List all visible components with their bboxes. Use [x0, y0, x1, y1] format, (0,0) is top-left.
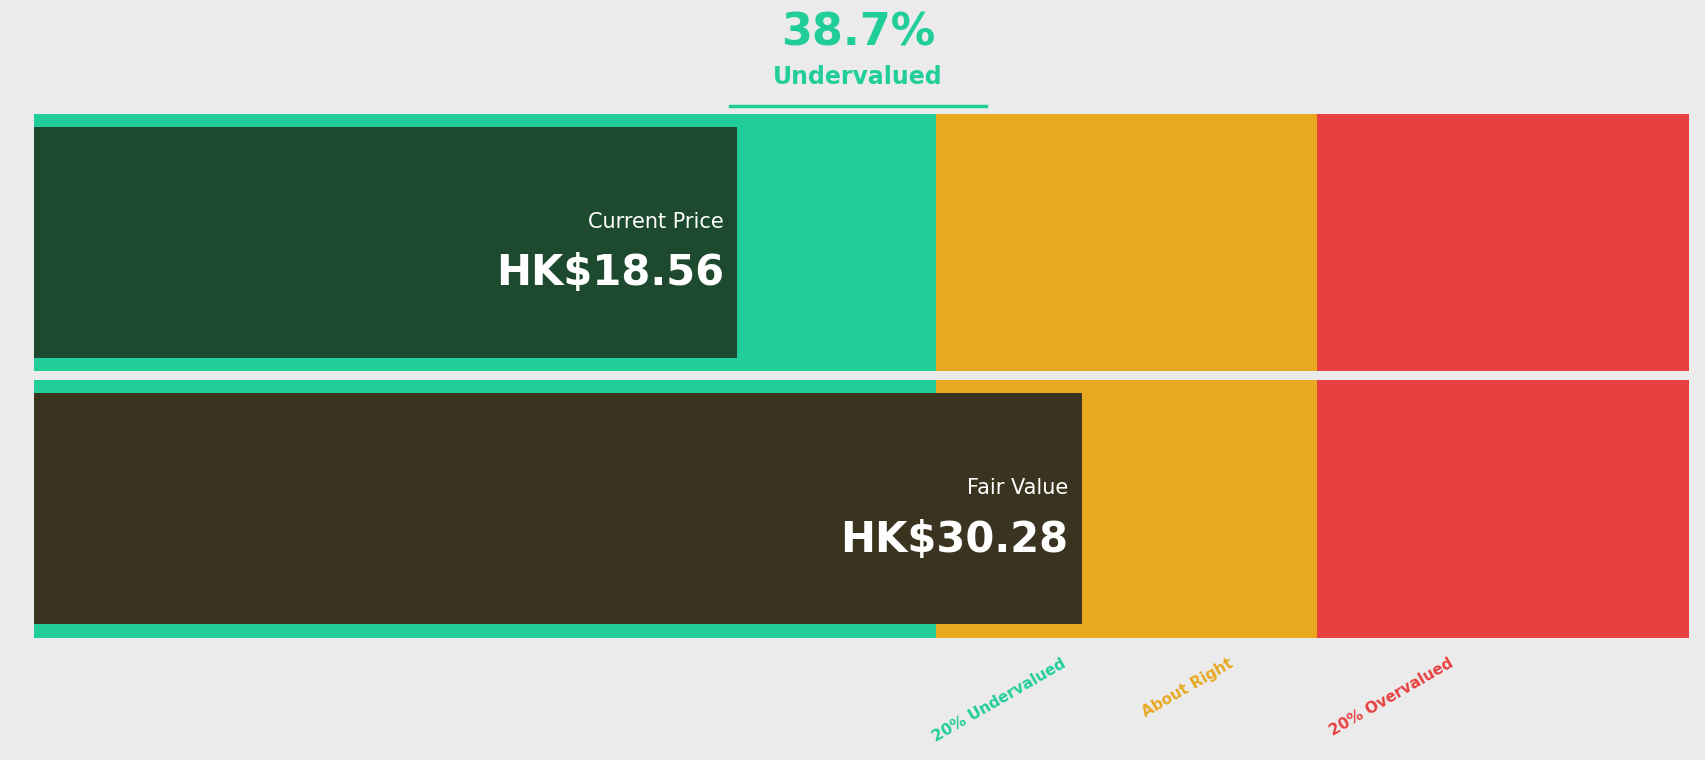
Bar — [1316, 113, 1688, 638]
Text: HK$18.56: HK$18.56 — [496, 252, 723, 294]
Text: HK$30.28: HK$30.28 — [839, 518, 1067, 561]
Bar — [1125, 113, 1316, 638]
Bar — [34, 393, 1081, 625]
Text: 20% Undervalued: 20% Undervalued — [929, 656, 1067, 745]
Text: 38.7%: 38.7% — [781, 11, 934, 55]
Text: About Right: About Right — [1139, 656, 1234, 720]
Text: Current Price: Current Price — [588, 212, 723, 232]
Bar — [34, 371, 1688, 380]
Text: 20% Overvalued: 20% Overvalued — [1326, 656, 1456, 739]
Bar — [34, 113, 936, 638]
Text: Fair Value: Fair Value — [967, 478, 1067, 499]
Bar — [936, 113, 1125, 638]
Text: Undervalued: Undervalued — [772, 65, 943, 89]
Bar — [34, 127, 737, 358]
